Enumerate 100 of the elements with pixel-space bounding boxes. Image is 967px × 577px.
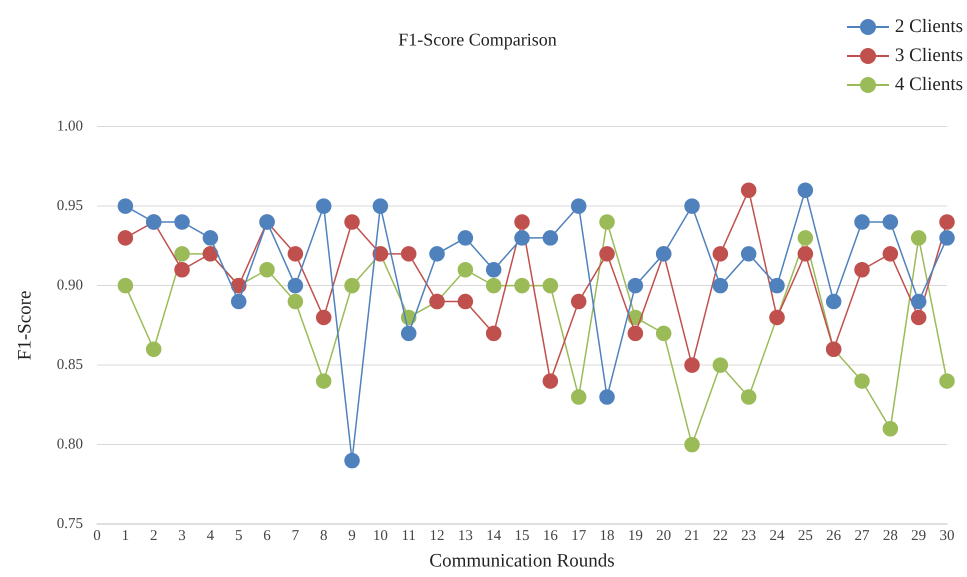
legend-label: 4 Clients (894, 74, 963, 96)
x-tick-label: 5 (234, 528, 242, 544)
legend-label: 3 Clients (894, 44, 963, 66)
x-tick-label: 19 (628, 528, 643, 544)
x-tick-label: 26 (826, 528, 842, 544)
point (712, 357, 728, 373)
point (628, 326, 644, 342)
x-tick-label: 23 (741, 528, 756, 544)
point (910, 294, 926, 310)
x-tick-label: 12 (430, 528, 445, 544)
point (288, 294, 304, 310)
point (400, 246, 416, 262)
point (882, 214, 898, 230)
y-tick-label: 0.95 (56, 198, 84, 214)
point (570, 198, 586, 214)
x-tick-label: 15 (514, 528, 530, 544)
x-tick-label: 28 (882, 528, 898, 544)
point (854, 262, 870, 278)
y-axis-title: F1-Score (14, 290, 36, 360)
point (599, 389, 615, 405)
point (288, 246, 304, 262)
x-tick-label: 17 (571, 528, 587, 544)
point (570, 389, 586, 405)
x-tick-label: 18 (600, 528, 615, 544)
y-tick-label: 0.85 (56, 357, 84, 374)
x-axis-title: Communication Rounds (429, 550, 615, 572)
point (174, 262, 190, 278)
point (798, 246, 814, 262)
point (316, 310, 332, 326)
point (939, 214, 955, 230)
point (910, 230, 926, 246)
point (712, 246, 728, 262)
point (939, 230, 955, 246)
point (910, 310, 926, 326)
point (458, 294, 474, 310)
x-tick-label: 29 (911, 528, 926, 544)
point (230, 294, 246, 310)
point (344, 452, 360, 468)
x-tick-label: 14 (486, 528, 502, 544)
chart-title: F1-Score Comparison (398, 30, 557, 50)
point (542, 230, 558, 246)
point (514, 230, 530, 246)
point (656, 326, 672, 342)
point (854, 214, 870, 230)
x-tick-label: 7 (292, 528, 300, 544)
x-tick-label: 24 (770, 528, 786, 544)
point (882, 246, 898, 262)
point (514, 214, 530, 230)
point (769, 278, 785, 294)
point (542, 278, 558, 294)
point (202, 230, 218, 246)
point (344, 278, 360, 294)
point (316, 198, 332, 214)
x-tick-label: 22 (712, 528, 728, 544)
x-tick-label: 4 (206, 528, 215, 544)
point (146, 342, 162, 358)
point (486, 278, 502, 294)
point (684, 198, 700, 214)
x-tick-label: 11 (401, 528, 416, 544)
point (542, 373, 558, 389)
point (288, 278, 304, 294)
point (458, 230, 474, 246)
point (486, 326, 502, 342)
legend-label: 2 Clients (894, 16, 963, 38)
x-tick-label: 6 (263, 528, 272, 544)
x-tick-label: 0 (93, 528, 101, 544)
point (344, 214, 360, 230)
point (118, 198, 134, 214)
point (316, 373, 332, 389)
x-tick-label: 21 (684, 528, 700, 544)
point (458, 262, 474, 278)
y-tick-label: 0.80 (56, 436, 84, 453)
x-tick-label: 8 (320, 528, 328, 544)
point (174, 246, 190, 262)
point (259, 262, 275, 278)
x-tick-label: 2 (150, 528, 158, 544)
point (599, 246, 615, 262)
point (712, 278, 728, 294)
y-tick-label: 0.75 (56, 516, 84, 532)
point (570, 294, 586, 310)
point (684, 436, 700, 452)
point (372, 198, 388, 214)
x-tick-label: 3 (178, 528, 186, 544)
point (599, 214, 615, 230)
point (400, 326, 416, 342)
point (118, 278, 134, 294)
y-tick-label: 1.00 (56, 118, 84, 135)
x-tick-label: 30 (940, 528, 954, 544)
point (854, 373, 870, 389)
x-tick-label: 20 (656, 528, 672, 544)
point (740, 246, 756, 262)
point (174, 214, 190, 230)
point (939, 373, 955, 389)
point (118, 230, 134, 246)
point (429, 246, 445, 262)
x-tick-label: 27 (854, 528, 870, 544)
y-tick-label: 0.90 (56, 278, 84, 294)
point (740, 182, 756, 198)
point (486, 262, 502, 278)
point (798, 182, 814, 198)
